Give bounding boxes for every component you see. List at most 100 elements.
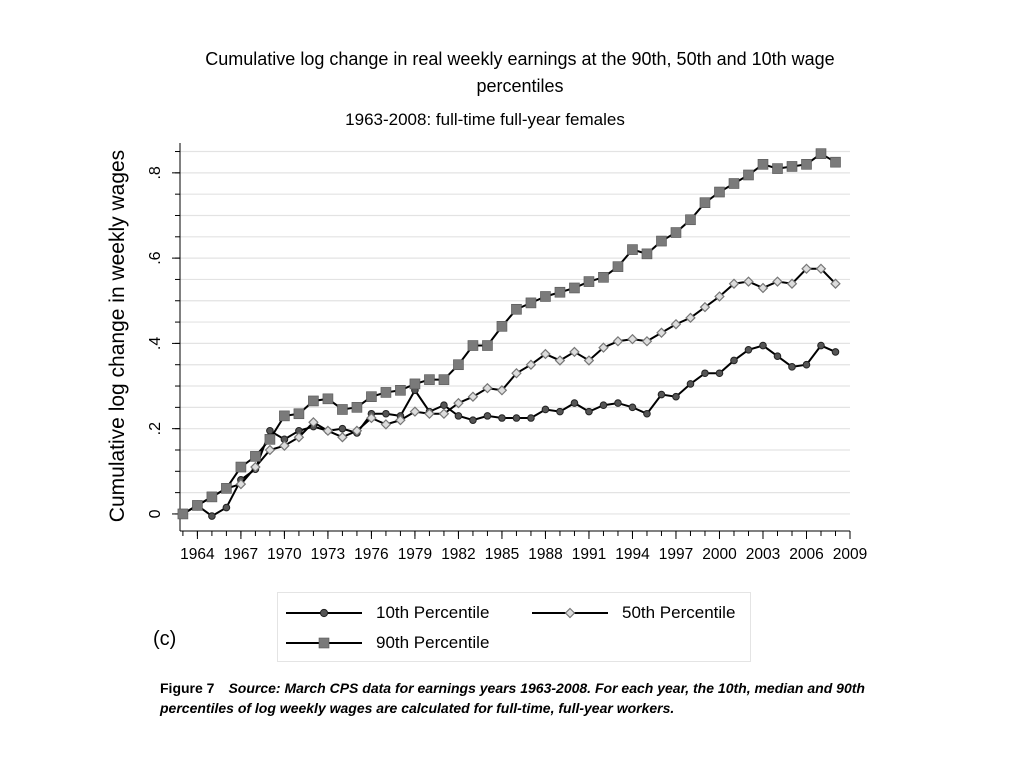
data-point-10th [585,407,593,416]
data-point-90th [279,410,290,422]
data-point-90th [293,408,305,420]
data-point-90th [206,491,218,503]
data-point-10th [469,416,477,424]
x-tick-label: 1988 [528,546,562,563]
data-point-90th [714,186,725,198]
legend: 10th Percentile 50th Percentile 90th Per… [277,592,751,662]
data-point-90th [496,321,508,332]
data-point-50th [641,336,653,347]
chart-title: Cumulative log change in real weekly ear… [205,49,835,96]
data-point-50th [743,276,754,287]
data-point-50th [627,333,638,345]
data-point-50th [409,406,421,417]
data-point-50th [583,355,595,366]
data-point-50th [540,348,551,360]
data-point-90th [264,434,276,445]
data-point-50th [728,278,740,289]
series-line-10th [182,344,836,518]
data-point-10th [208,512,216,520]
data-point-50th [438,408,450,419]
data-point-10th [599,401,608,410]
data-point-50th [293,431,305,443]
data-point-10th [817,341,825,350]
data-point-90th [482,340,493,351]
data-point-50th [670,318,682,330]
data-point-10th [382,409,390,418]
data-point-90th [540,291,551,302]
data-point-10th [556,407,564,416]
data-point-50th [511,367,522,379]
data-point-90th [685,214,696,226]
data-point-10th [802,360,811,369]
line-chart: 0 .2 .4 .6 .8 1964 1967 1970 1973 1976 1979 1982 198… [106,143,867,563]
data-point-90th [728,178,740,189]
x-tick-label: 1982 [441,546,475,563]
data-point-10th [454,412,463,420]
data-point-10th [440,401,448,410]
data-point-90th [627,244,638,255]
data-point-90th [177,508,189,520]
data-point-10th [628,403,637,412]
data-point-50th [554,355,566,366]
x-tick-label: 1994 [615,546,650,563]
data-point-90th [424,374,435,385]
data-point-50th [467,391,479,402]
data-point-10th [701,369,709,378]
data-point-50th [453,397,464,409]
y-axis-label: Cumulative log change in weekly wages [106,150,129,522]
data-point-50th [380,419,392,430]
data-point-90th [583,276,595,287]
x-tick-label: 2009 [833,546,867,563]
data-point-50th [337,431,348,443]
data-point-90th [322,393,334,405]
y-tick-label: 0 [147,509,164,518]
data-point-50th [830,278,841,289]
data-point-10th [338,424,347,433]
series-line-90th [182,152,837,515]
x-tick-label: 1997 [659,546,693,563]
data-point-90th [380,387,392,398]
data-point-10th [222,503,231,512]
data-point-10th [657,390,666,399]
data-point-50th [482,382,493,394]
data-point-50th [322,425,334,437]
x-tick-label: 2006 [789,546,823,563]
data-point-10th [483,412,492,420]
y-tick-label: .8 [147,166,164,179]
data-point-90th [772,163,783,174]
data-point-90th [395,384,406,396]
data-point-50th [757,282,769,294]
data-point-90th [801,159,812,170]
data-point-10th [570,399,579,407]
data-point-50th [308,417,319,428]
legend-item-10th: 10th Percentile [284,601,514,625]
x-tick-label: 2000 [702,546,737,563]
data-point-50th [801,263,812,275]
data-point-10th [686,380,695,388]
data-point-90th [308,395,319,407]
data-point-90th [525,297,537,309]
data-point-50th [569,346,580,358]
data-point-90th [569,282,580,294]
panel-label: (c) [153,628,177,650]
y-tick-label: .2 [147,422,164,435]
data-point-50th [598,342,609,353]
data-point-50th [656,327,667,338]
data-point-10th [715,369,724,378]
x-tick-label: 1973 [311,546,345,563]
data-point-10th [730,356,738,365]
data-point-50th [395,414,406,426]
data-point-50th [772,276,783,287]
data-point-90th [656,235,667,247]
series-lines [177,148,841,520]
data-point-90th [511,303,522,315]
data-point-10th [643,409,651,418]
data-point-10th [759,341,767,350]
data-point-10th [788,363,796,371]
data-point-90th [641,248,653,260]
data-point-90th [670,227,682,238]
y-tick-label: .4 [147,337,164,350]
legend-item-50th: 50th Percentile [530,601,750,625]
data-point-90th [467,340,479,351]
axes: 0 .2 .4 .6 .8 1964 1967 1970 1973 1976 1979 1982 198… [147,143,867,563]
